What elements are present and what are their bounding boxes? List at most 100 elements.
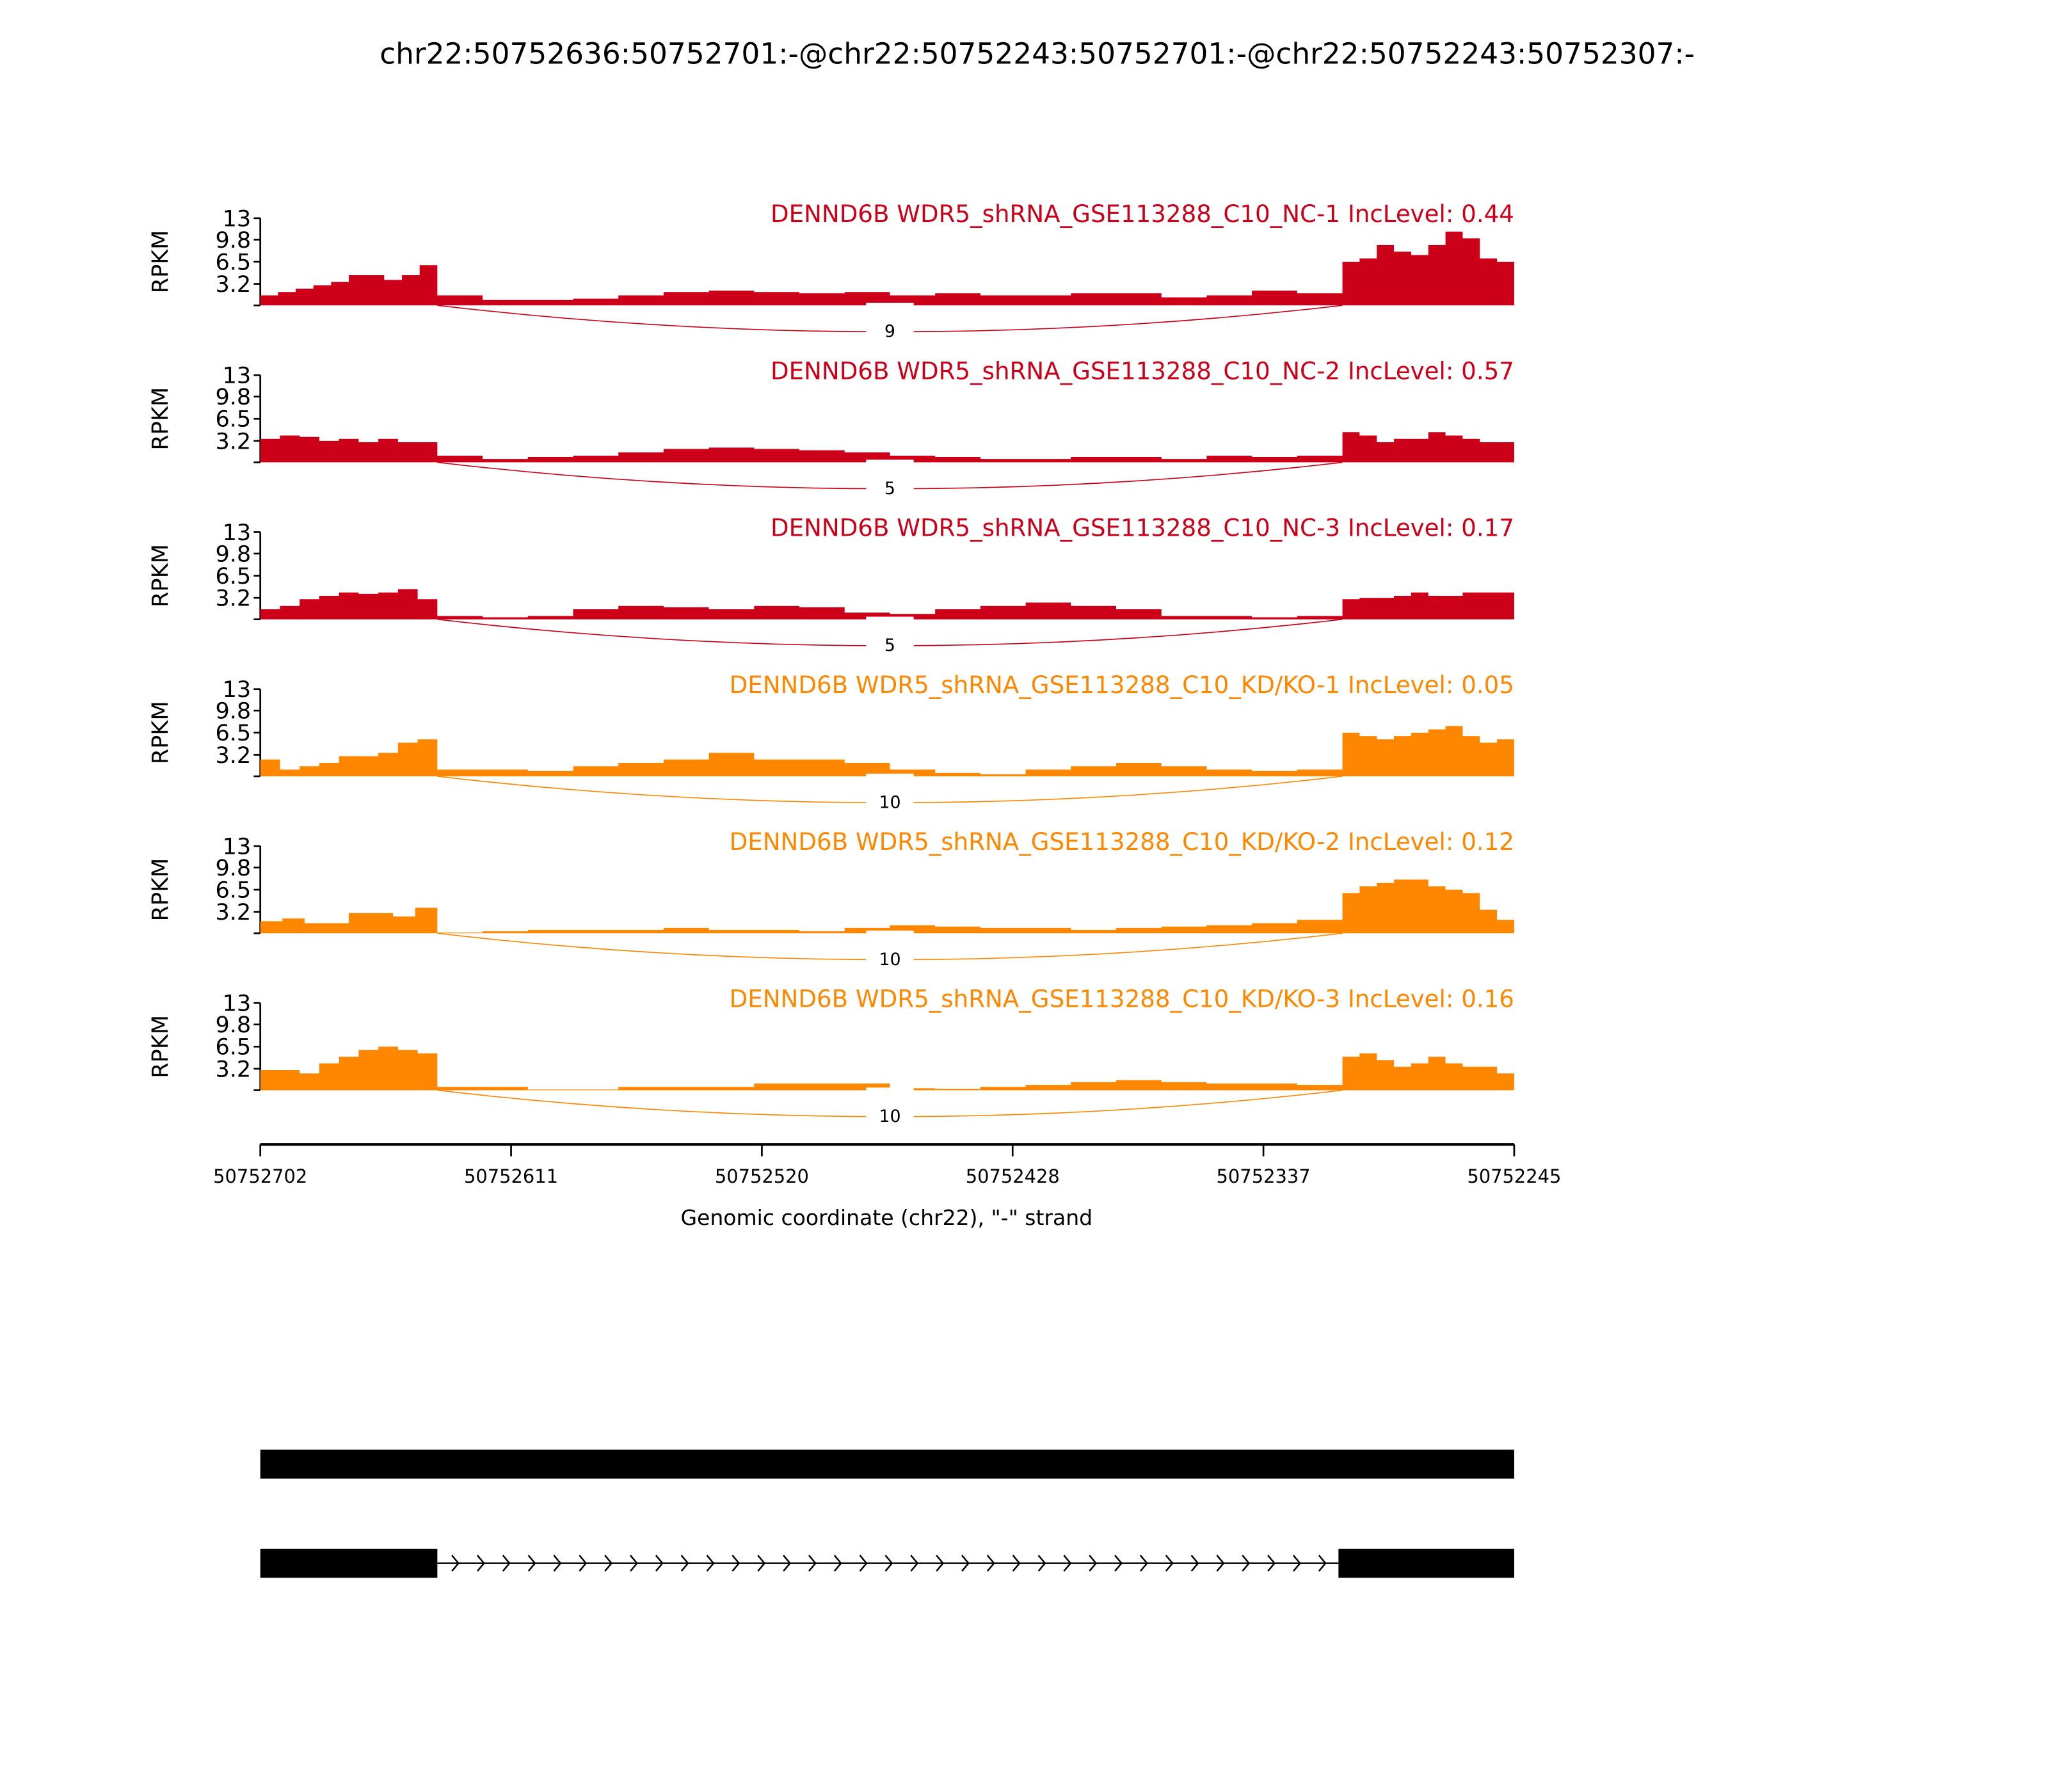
strand-arrow-icon (1037, 1555, 1046, 1572)
strand-arrow-icon (783, 1555, 791, 1572)
junction-count: 10 (879, 1107, 900, 1126)
junction-label-bg (866, 303, 914, 340)
y-tick-label: 13 (223, 363, 252, 389)
sample-panel: 139.86.53.2 RPKM DENND6B WDR5_shRNA_GSE113… (147, 515, 1514, 656)
junction-label-bg (866, 460, 914, 497)
chart-title: chr22:50752636:50752701:-@chr22:50752243… (380, 36, 1695, 70)
strand-arrow-icon (1216, 1555, 1225, 1572)
junction-label-bg (866, 773, 914, 811)
sample-label: DENND6B WDR5_shRNA_GSE113288_C10_NC-1 In… (771, 200, 1514, 228)
junction-label-bg (866, 931, 914, 968)
strand-arrow-icon (961, 1555, 970, 1572)
y-tick-label: 13 (223, 833, 252, 860)
y-tick-label: 6.5 (215, 406, 251, 433)
y-tick-label: 6.5 (215, 720, 251, 746)
strand-arrow-icon (936, 1555, 945, 1572)
sample-label: DENND6B WDR5_shRNA_GSE113288_C10_NC-2 In… (771, 357, 1514, 385)
sample-panel: 139.86.53.2 RPKM DENND6B WDR5_shRNA_GSE113… (147, 357, 1514, 499)
junction-label-bg (866, 616, 914, 654)
strand-arrow-icon (859, 1555, 868, 1572)
x-tick-label: 50752611 (464, 1165, 558, 1187)
strand-arrow-icon (1063, 1555, 1072, 1572)
strand-arrow-icon (604, 1555, 613, 1572)
coverage-area (260, 726, 1514, 776)
strand-arrow-icon (451, 1555, 460, 1572)
y-tick-label: 13 (223, 991, 252, 1017)
x-tick-label: 50752337 (1217, 1165, 1311, 1187)
strand-arrow-icon (1267, 1555, 1276, 1572)
sample-panel: 139.86.53.2 RPKM DENND6B WDR5_shRNA_GSE113… (147, 985, 1514, 1126)
y-axis-label: RPKM (147, 858, 173, 922)
y-tick-label: 13 (223, 520, 252, 546)
strand-arrow-icon (502, 1555, 511, 1572)
y-tick-label: 9.8 (215, 541, 251, 567)
strand-arrow-icon (986, 1555, 995, 1572)
strand-arrow-icon (910, 1555, 919, 1572)
x-tick-label: 50752520 (715, 1165, 809, 1187)
y-tick-label: 6.5 (215, 563, 251, 589)
sample-label: DENND6B WDR5_shRNA_GSE113288_C10_KD/KO-3… (730, 985, 1514, 1012)
strand-arrow-icon (527, 1555, 536, 1572)
inclusion-isoform-exon (260, 1450, 1514, 1479)
x-tick-label: 50752428 (966, 1165, 1060, 1187)
y-axis-label: RPKM (147, 387, 173, 451)
strand-arrow-icon (884, 1555, 893, 1572)
coverage-area (260, 879, 1514, 934)
y-axis-label: RPKM (147, 701, 173, 764)
sample-label: DENND6B WDR5_shRNA_GSE113288_C10_KD/KO-2… (730, 828, 1514, 856)
strand-arrow-icon (579, 1555, 588, 1572)
y-axis-label: RPKM (147, 230, 173, 294)
y-tick-label: 9.8 (215, 384, 251, 410)
strand-arrow-icon (1165, 1555, 1174, 1572)
skipping-isoform-exon (260, 1548, 438, 1578)
x-tick-label: 50752245 (1467, 1165, 1561, 1187)
sample-panel: 139.86.53.2 RPKM DENND6B WDR5_shRNA_GSE113… (147, 828, 1514, 970)
y-tick-label: 3.2 (215, 742, 251, 769)
strand-arrow-icon (655, 1555, 664, 1572)
y-tick-label: 13 (223, 676, 252, 703)
y-tick-label: 6.5 (215, 1034, 251, 1060)
y-tick-label: 3.2 (215, 899, 251, 925)
coverage-area (260, 432, 1514, 463)
junction-label-bg (866, 1087, 914, 1125)
coverage-area (260, 1046, 1514, 1091)
strand-arrow-icon (1139, 1555, 1148, 1572)
strand-arrow-icon (757, 1555, 766, 1572)
strand-arrow-icon (1318, 1555, 1327, 1572)
sample-panel: 139.86.53.2 RPKM DENND6B WDR5_shRNA_GSE113… (147, 671, 1514, 813)
sample-label: DENND6B WDR5_shRNA_GSE113288_C10_KD/KO-1… (730, 671, 1514, 699)
strand-arrow-icon (833, 1555, 842, 1572)
y-tick-label: 9.8 (215, 855, 251, 881)
strand-arrow-icon (1190, 1555, 1199, 1572)
junction-count: 10 (879, 793, 900, 813)
strand-arrow-icon (1242, 1555, 1251, 1572)
y-tick-label: 6.5 (215, 249, 251, 275)
y-axis-label: RPKM (147, 544, 173, 607)
junction-count: 5 (884, 479, 895, 499)
y-tick-label: 3.2 (215, 271, 251, 298)
y-tick-label: 9.8 (215, 1012, 251, 1038)
strand-arrow-icon (1293, 1555, 1301, 1572)
y-tick-label: 9.8 (215, 698, 251, 724)
coverage-area (260, 231, 1514, 306)
y-tick-label: 6.5 (215, 877, 251, 903)
gene-model (260, 1450, 1514, 1578)
sample-label: DENND6B WDR5_shRNA_GSE113288_C10_NC-3 In… (771, 515, 1514, 542)
skipping-isoform-exon (1338, 1548, 1514, 1578)
strand-arrow-icon (1089, 1555, 1098, 1572)
strand-arrow-icon (1012, 1555, 1021, 1572)
strand-arrow-icon (732, 1555, 740, 1572)
y-tick-label: 3.2 (215, 428, 251, 454)
x-tick-label: 50752702 (213, 1165, 307, 1187)
y-tick-label: 3.2 (215, 586, 251, 612)
strand-arrow-icon (630, 1555, 638, 1572)
coverage-area (260, 589, 1514, 620)
y-tick-label: 9.8 (215, 227, 251, 253)
strand-arrow-icon (1114, 1555, 1123, 1572)
junction-count: 10 (879, 950, 900, 970)
x-axis: 50752702 50752611 50752520 50752428 50752337… (213, 1143, 1561, 1187)
y-tick-label: 3.2 (215, 1056, 251, 1082)
x-axis-label: Genomic coordinate (chr22), "-" strand (680, 1205, 1092, 1230)
y-axis-label: RPKM (147, 1015, 173, 1078)
junction-count: 9 (884, 322, 895, 342)
